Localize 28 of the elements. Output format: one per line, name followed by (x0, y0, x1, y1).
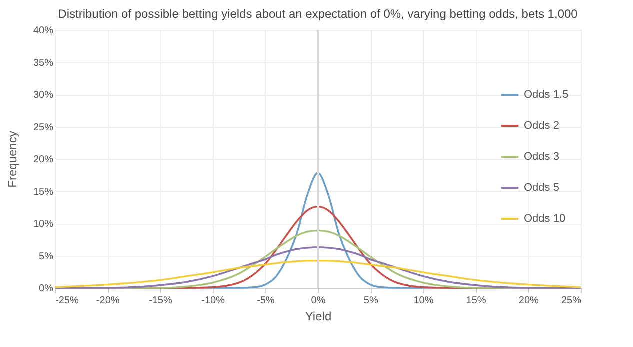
x-tick-label: 0% (311, 296, 326, 306)
legend-label: Odds 1.5 (524, 89, 569, 101)
y-tick-label: 5% (39, 251, 54, 262)
y-tick-label: 25% (33, 122, 54, 134)
x-tick-label: -25% (56, 296, 79, 306)
x-tick-label: -15% (149, 296, 172, 306)
y-tick-label: 30% (33, 90, 54, 101)
y-tick-label: 35% (33, 58, 54, 69)
x-tick-label: 5% (364, 296, 378, 306)
y-tick-label: 40% (33, 26, 54, 36)
legend-label: Odds 10 (524, 213, 566, 225)
legend-label: Odds 5 (524, 182, 560, 194)
x-tick-label: -5% (257, 296, 275, 306)
legend-label: Odds 3 (524, 151, 560, 163)
y-tick-label: 15% (33, 186, 54, 198)
x-tick-label: 20% (518, 296, 540, 306)
chart-title: Distribution of possible betting yields about an expectation of 0%, varying betting odds, bets 1,000 (58, 7, 578, 21)
x-tick-label: 15% (466, 296, 486, 306)
y-tick-label: 0% (39, 284, 54, 294)
x-tick-label: 25% (561, 296, 582, 306)
x-tick-label: 10% (414, 296, 434, 306)
y-tick-label: 20% (33, 154, 54, 166)
y-axis-title: Frequency (5, 131, 20, 188)
x-axis-title: Yield (305, 310, 332, 324)
x-tick-label: -20% (96, 296, 120, 306)
x-tick-label: -10% (202, 296, 226, 306)
legend-label: Odds 2 (524, 120, 560, 132)
y-tick-label: 10% (33, 219, 54, 230)
